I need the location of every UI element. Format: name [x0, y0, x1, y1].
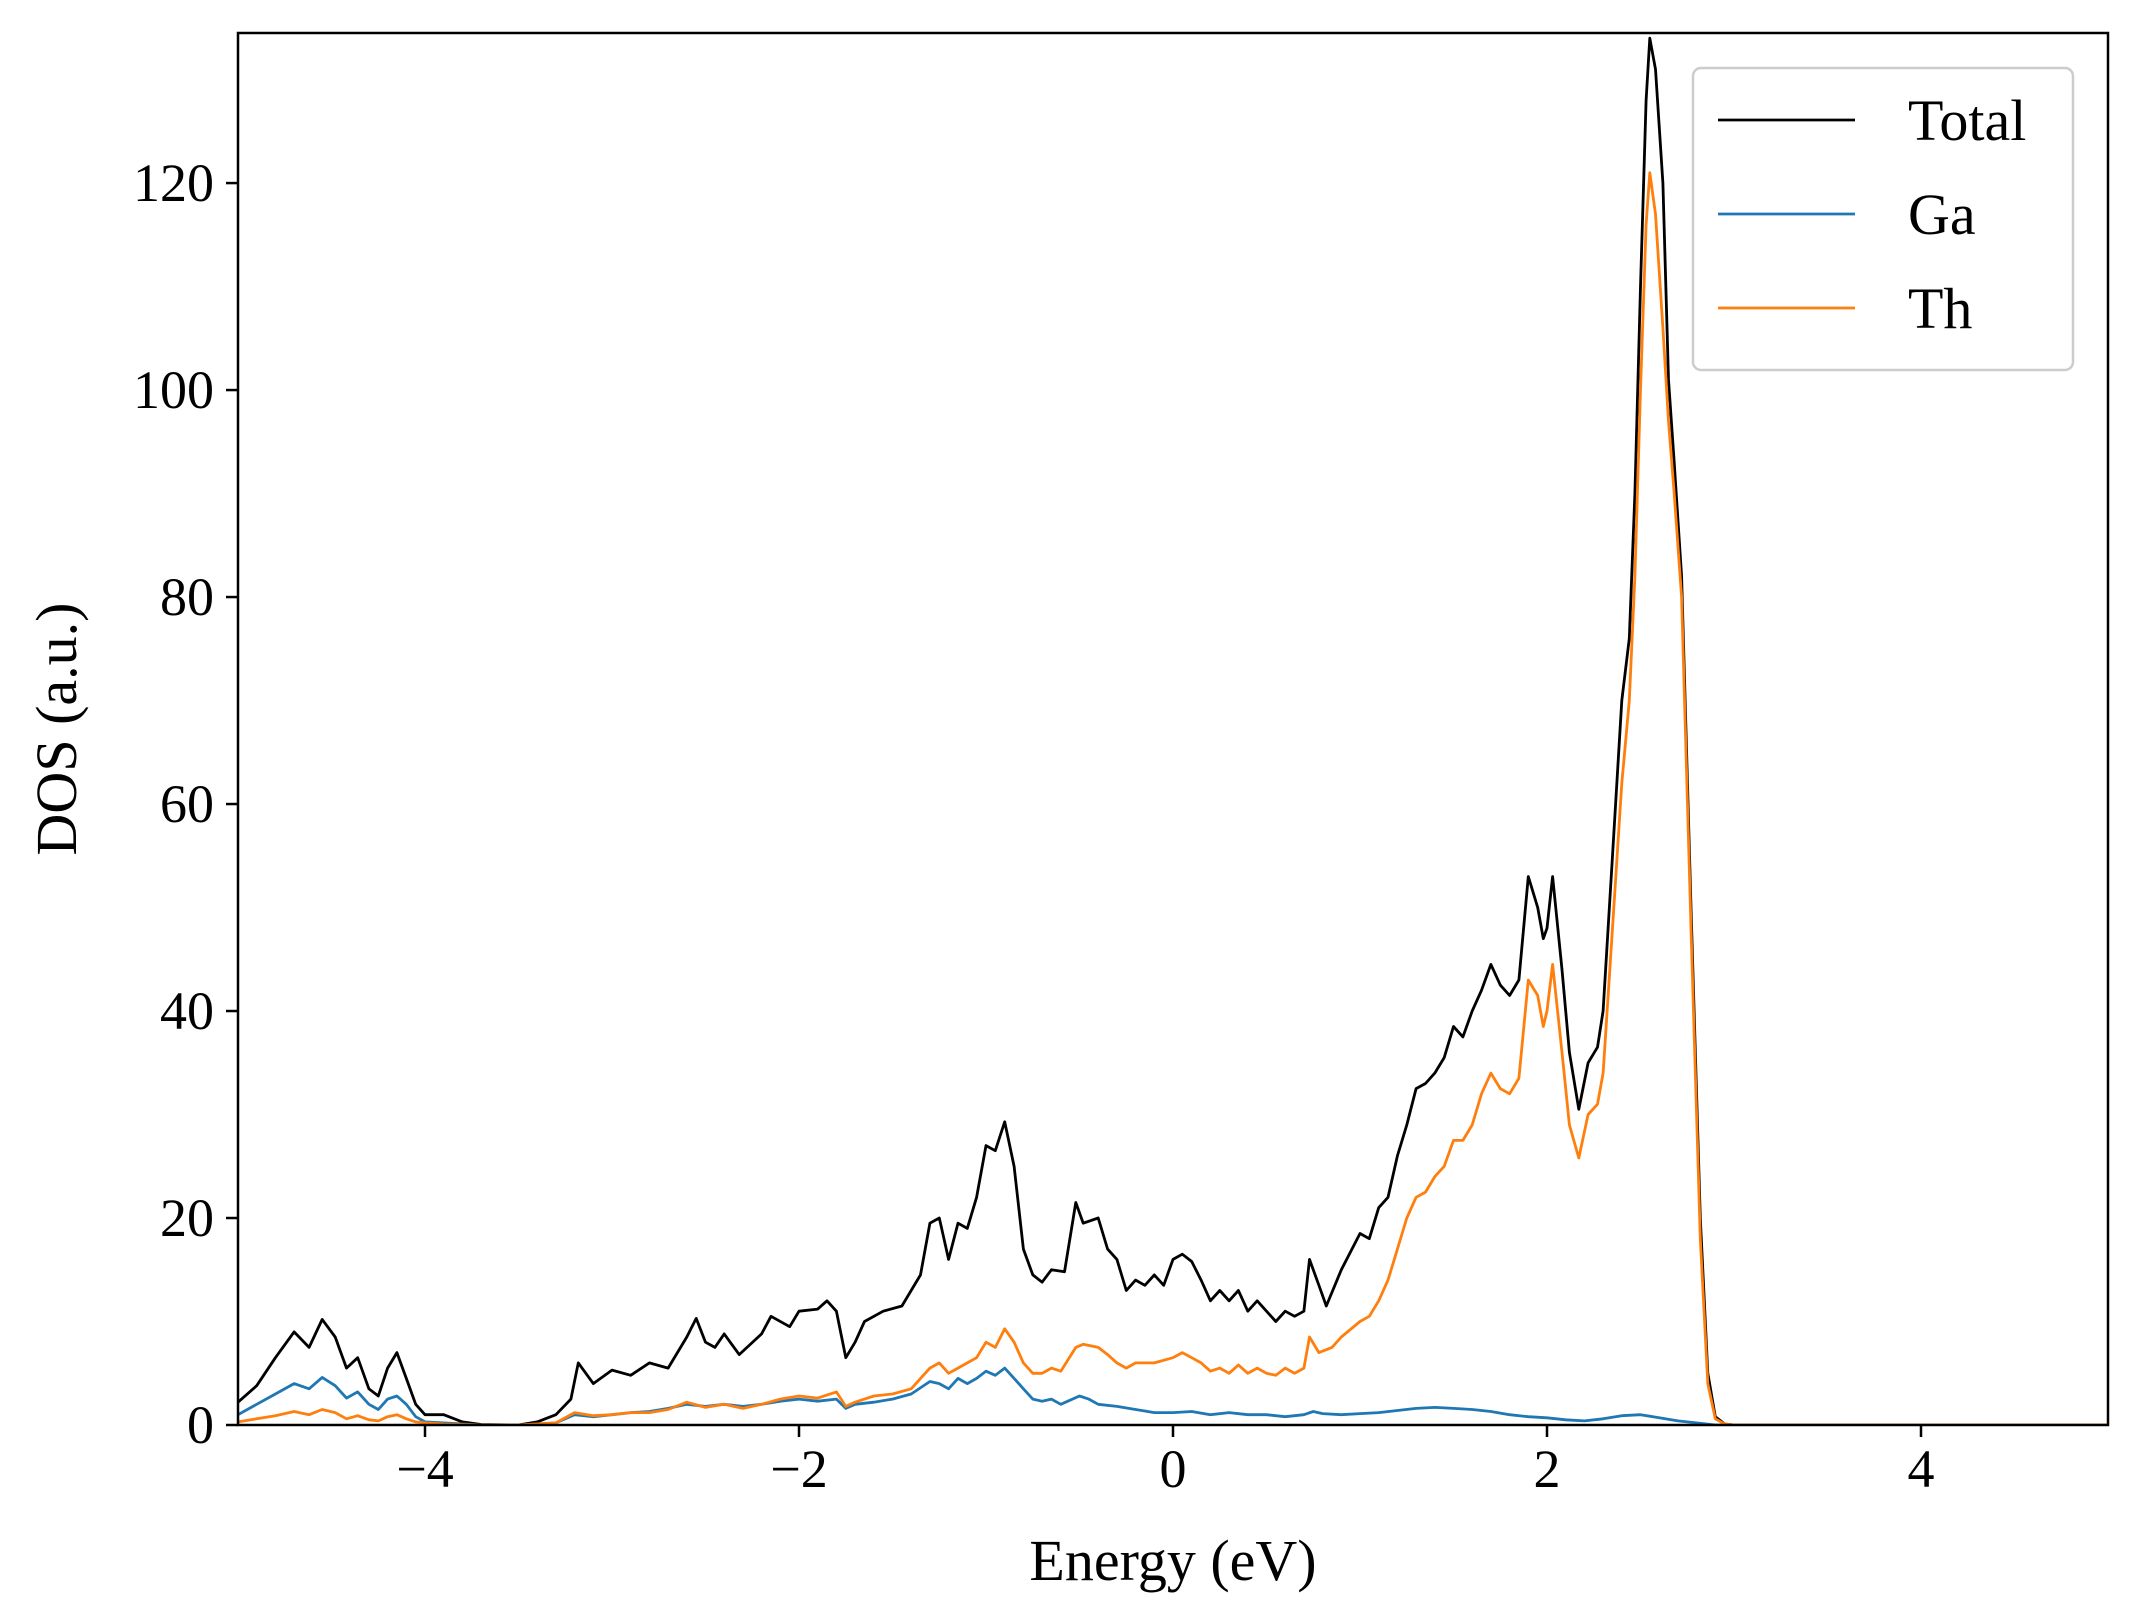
y-axis: 0 20 40 60 80 100 120 — [133, 153, 238, 1455]
x-tick-label: 4 — [1908, 1439, 1935, 1499]
y-tick-label: 80 — [160, 567, 214, 627]
x-tick-label: 2 — [1534, 1439, 1561, 1499]
y-tick-label: 0 — [187, 1395, 214, 1455]
legend-label-th: Th — [1908, 276, 1972, 341]
x-axis-label: Energy (eV) — [1029, 1528, 1316, 1593]
y-tick-label: 20 — [160, 1188, 214, 1248]
series-line-total — [238, 36, 2108, 1425]
series-layer — [238, 36, 2108, 1425]
legend-box — [1691, 66, 2075, 372]
legend: Total Ga Th — [1691, 66, 2075, 372]
y-tick-label: 40 — [160, 981, 214, 1041]
x-axis: −4 −2 0 2 4 — [396, 1425, 1935, 1499]
x-tick-label: −2 — [770, 1439, 827, 1499]
y-tick-label: 120 — [133, 153, 214, 213]
y-tick-label: 100 — [133, 360, 214, 420]
y-tick-label: 60 — [160, 774, 214, 834]
x-tick-label: 0 — [1160, 1439, 1187, 1499]
legend-label-ga: Ga — [1908, 182, 1976, 247]
y-axis-label: DOS (a.u.) — [24, 603, 89, 856]
legend-label-total: Total — [1908, 88, 2026, 153]
series-line-th — [238, 171, 2108, 1425]
x-tick-label: −4 — [396, 1439, 453, 1499]
